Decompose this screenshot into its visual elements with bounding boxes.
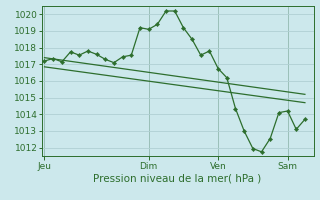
X-axis label: Pression niveau de la mer( hPa ): Pression niveau de la mer( hPa ) bbox=[93, 173, 262, 183]
